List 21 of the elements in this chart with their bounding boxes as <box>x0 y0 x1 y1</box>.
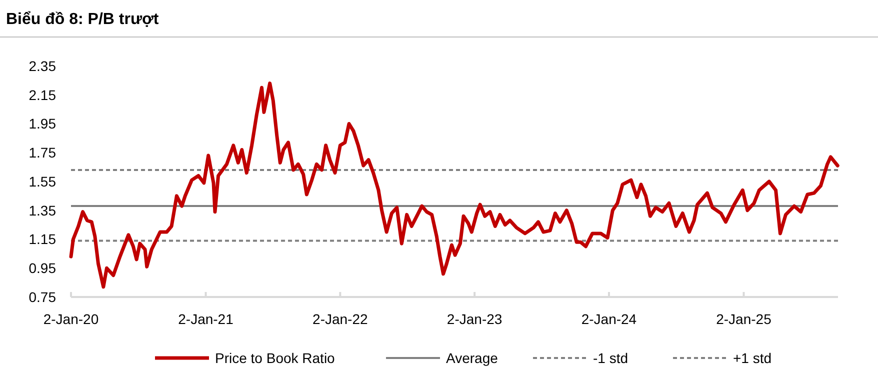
legend-label: +1 std <box>733 350 772 366</box>
y-tick-label: 1.35 <box>28 202 56 218</box>
y-tick-label: 1.95 <box>28 116 56 132</box>
line-series <box>69 82 840 289</box>
chart-title: Biểu đồ 8: P/B trượt <box>6 11 160 28</box>
y-tick-label: 2.15 <box>28 86 56 103</box>
y-tick-label: 0.75 <box>28 288 56 305</box>
x-tick-label: 2-Jan-24 <box>581 311 637 327</box>
y-tick-label: 1.55 <box>28 173 56 190</box>
legend-label: Average <box>446 350 498 366</box>
y-tick-label: 0.95 <box>28 260 56 276</box>
y-tick-label: 2.35 <box>28 58 56 74</box>
x-tick-label: 2-Jan-25 <box>716 311 772 327</box>
y-tick-label: 1.15 <box>28 231 56 248</box>
y-tick-label: 1.75 <box>28 144 56 161</box>
x-tick-label: 2-Jan-20 <box>43 311 99 327</box>
x-tick-label: 2-Jan-22 <box>312 311 368 327</box>
legend-label: -1 std <box>593 350 628 366</box>
legend-label: Price to Book Ratio <box>215 350 336 366</box>
x-tick-label: 2-Jan-21 <box>178 311 234 327</box>
x-tick-label: 2-Jan-23 <box>446 311 502 327</box>
